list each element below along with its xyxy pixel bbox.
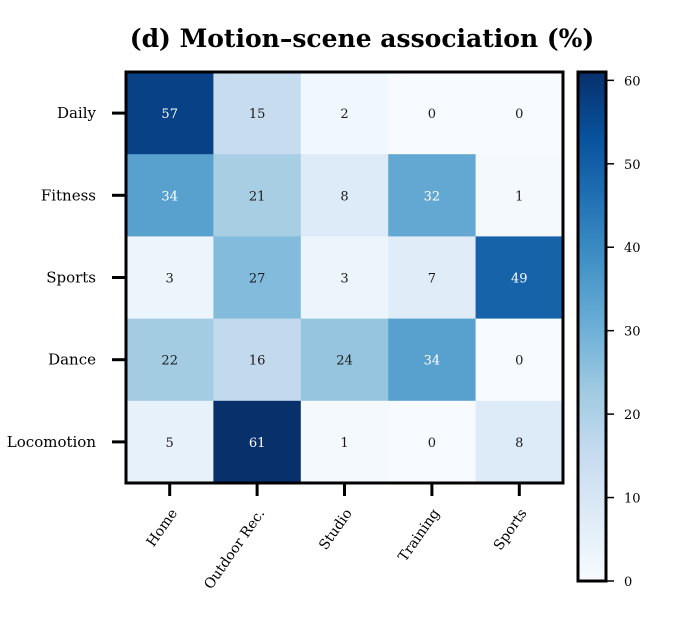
cell-value-label: 0: [428, 107, 436, 122]
cell-value-label: 8: [340, 189, 348, 204]
row-label: Locomotion: [7, 433, 97, 451]
heatmap-cell: [213, 318, 302, 402]
cell-value-label: 27: [249, 272, 266, 287]
cell-value-label: 34: [424, 354, 441, 369]
column-label: Training: [395, 506, 443, 565]
cell-value-label: 61: [249, 436, 266, 451]
cell-value-label: 15: [249, 107, 266, 122]
heatmap-cell: [300, 318, 389, 402]
row-label: Sports: [46, 269, 96, 287]
heatmap-cell: [300, 72, 389, 155]
cell-value-label: 0: [515, 107, 523, 122]
colorbar-gradient: [576, 70, 608, 583]
cell-value-label: 5: [166, 436, 174, 451]
heatmap-cell: [300, 154, 389, 237]
row-label: Daily: [57, 104, 97, 122]
cell-value-label: 0: [428, 436, 436, 451]
column-label: Outdoor Rec.: [201, 506, 268, 592]
heatmap-cell: [388, 400, 477, 484]
cell-value-label: 7: [428, 272, 436, 287]
heatmap-cell: [388, 154, 477, 237]
row-labels: Daily Fitness Sports Dance Locomotion: [7, 104, 126, 451]
cell-value-label: 3: [166, 272, 174, 287]
colorbar-tick-label: 20: [624, 408, 641, 423]
cell-value-label: 32: [424, 189, 441, 204]
column-label: Sports: [491, 506, 531, 553]
heatmap-cell: [388, 236, 477, 320]
colorbar-tick-label: 50: [624, 158, 641, 173]
cell-value-label: 57: [161, 107, 178, 122]
column-label: Studio: [316, 506, 356, 553]
cell-value-label: 49: [511, 272, 528, 287]
cell-value-label: 34: [161, 189, 178, 204]
heatmap-cell: [213, 236, 302, 320]
heatmap-cell: [300, 236, 389, 320]
heatmap-cell: [388, 318, 477, 402]
cell-value-label: 8: [515, 436, 523, 451]
cell-value-label: 1: [340, 436, 348, 451]
cell-value-label: 1: [515, 189, 523, 204]
cell-value-label: 0: [515, 354, 523, 369]
chart-title: (d) Motion–scene association (%): [130, 24, 595, 53]
heatmap-cell: [213, 154, 302, 237]
colorbar-tick-label: 30: [624, 325, 641, 340]
column-label: Home: [144, 506, 181, 550]
heatmap-cell: [300, 400, 389, 484]
heatmap-cell: [126, 400, 214, 484]
row-label: Fitness: [41, 186, 96, 204]
heatmap-cell: [213, 400, 302, 484]
cell-value-label: 2: [340, 107, 348, 122]
column-labels: Home Outdoor Rec. Studio Training Sports: [144, 483, 531, 592]
cell-value-label: 3: [340, 272, 348, 287]
cell-value-label: 22: [161, 354, 178, 369]
colorbar-tick-label: 10: [624, 492, 641, 507]
heatmap-cell: [126, 318, 214, 402]
heatmap-cell: [475, 318, 564, 402]
heatmap-cell: [475, 154, 564, 237]
heatmap-cells: 57 15 2 0 0 34 21 8 32 1 3 27 3 7 49 22 16 24 34 0 5 61 1 0 8: [124, 70, 565, 485]
heatmap-cell: [126, 154, 214, 237]
cell-value-label: 21: [249, 189, 266, 204]
heatmap-cell: [213, 72, 302, 155]
cell-value-label: 24: [336, 354, 353, 369]
heatmap-cell: [126, 236, 214, 320]
colorbar-tick-label: 0: [624, 575, 632, 590]
colorbar: 0 10 20 30 40 50 60: [576, 70, 641, 590]
heatmap-cell: [126, 72, 214, 155]
cell-value-label: 16: [249, 354, 266, 369]
row-label: Dance: [48, 351, 96, 369]
heatmap-cell: [475, 400, 564, 484]
heatmap-cell: [388, 72, 477, 155]
colorbar-tick-label: 40: [624, 241, 641, 256]
heatmap-cell: [475, 236, 564, 320]
heatmap-cell: [475, 72, 564, 155]
colorbar-tick-label: 60: [624, 74, 641, 89]
